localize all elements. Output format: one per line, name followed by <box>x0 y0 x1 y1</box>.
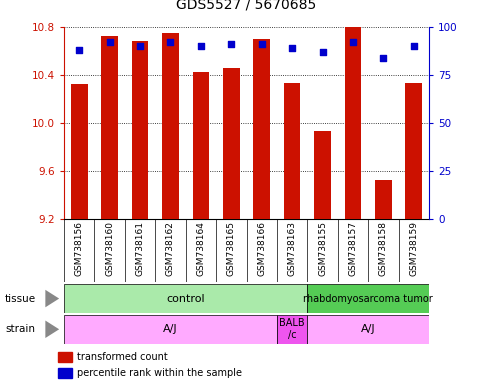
Point <box>288 45 296 51</box>
Text: rhabdomyosarcoma tumor: rhabdomyosarcoma tumor <box>303 293 433 304</box>
Text: GSM738160: GSM738160 <box>105 221 114 276</box>
Polygon shape <box>45 321 59 338</box>
Text: GSM738163: GSM738163 <box>287 221 297 276</box>
Text: GSM738159: GSM738159 <box>409 221 418 276</box>
Bar <box>162 33 179 219</box>
Bar <box>405 83 422 219</box>
Bar <box>132 41 148 219</box>
Bar <box>277 315 307 344</box>
Text: BALB
/c: BALB /c <box>280 318 305 340</box>
Text: GSM738166: GSM738166 <box>257 221 266 276</box>
Point <box>227 41 235 47</box>
Bar <box>64 315 277 344</box>
Point <box>167 39 175 45</box>
Point <box>136 43 144 49</box>
Text: GDS5527 / 5670685: GDS5527 / 5670685 <box>176 0 317 12</box>
Point <box>106 39 113 45</box>
Text: GSM738164: GSM738164 <box>196 221 206 276</box>
Bar <box>58 353 72 362</box>
Point <box>349 39 357 45</box>
Bar <box>223 68 240 219</box>
Bar <box>314 131 331 219</box>
Bar <box>284 83 300 219</box>
Text: A/J: A/J <box>361 324 375 334</box>
Polygon shape <box>45 290 59 307</box>
Text: tissue: tissue <box>5 293 36 304</box>
Point <box>197 43 205 49</box>
Point <box>380 55 387 61</box>
Bar <box>345 27 361 219</box>
Text: transformed count: transformed count <box>76 352 167 362</box>
Text: GSM738155: GSM738155 <box>318 221 327 276</box>
Bar <box>253 39 270 219</box>
Text: GSM738161: GSM738161 <box>136 221 144 276</box>
Text: GSM738156: GSM738156 <box>75 221 84 276</box>
Bar <box>193 73 209 219</box>
Bar <box>307 284 429 313</box>
Point <box>410 43 418 49</box>
Text: strain: strain <box>5 324 35 334</box>
Text: GSM738162: GSM738162 <box>166 221 175 276</box>
Text: percentile rank within the sample: percentile rank within the sample <box>76 368 242 378</box>
Point <box>258 41 266 47</box>
Point <box>318 49 326 55</box>
Bar <box>64 284 307 313</box>
Text: control: control <box>166 293 205 304</box>
Bar <box>71 84 88 219</box>
Text: GSM738158: GSM738158 <box>379 221 388 276</box>
Bar <box>102 36 118 219</box>
Text: GSM738157: GSM738157 <box>349 221 357 276</box>
Point <box>75 47 83 53</box>
Bar <box>58 368 72 378</box>
Text: GSM738165: GSM738165 <box>227 221 236 276</box>
Text: A/J: A/J <box>163 324 178 334</box>
Bar <box>375 180 391 219</box>
Bar <box>307 315 429 344</box>
